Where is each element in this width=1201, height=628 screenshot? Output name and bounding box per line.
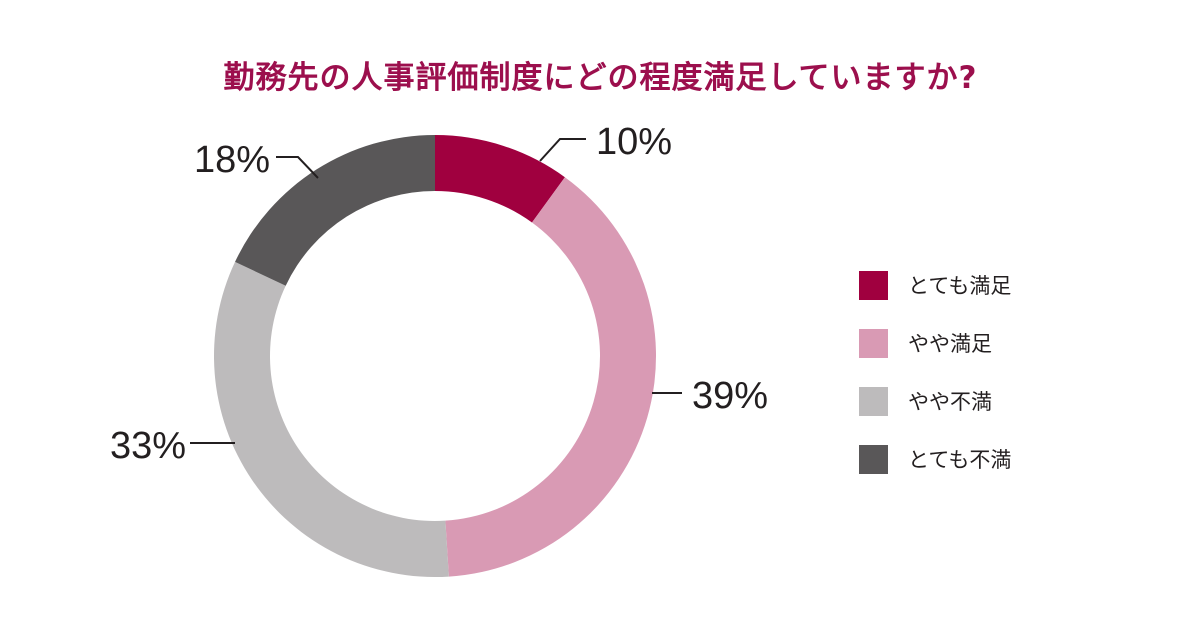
legend-swatch: [859, 444, 888, 474]
legend-label: とても満足: [908, 274, 1012, 298]
slice-very-dissatisfied: [235, 135, 435, 286]
legend-item-somewhat-satisfied: やや満足: [859, 314, 1159, 372]
slice-somewhat-dissatisfied: [213, 261, 449, 577]
label-very-satisfied: 10%: [596, 121, 672, 163]
label-somewhat-dissatisfied: 33%: [110, 425, 186, 467]
legend-swatch: [859, 386, 888, 416]
leader-lines: [190, 138, 682, 444]
legend: とても満足 やや満足 やや不満 とても不満: [859, 256, 1159, 488]
slice-very-satisfied: [435, 135, 565, 223]
chart-title: 勤務先の人事評価制度にどの程度満足していますか?: [223, 60, 978, 96]
slice-somewhat-satisfied: [445, 177, 657, 577]
label-somewhat-satisfied: 39%: [692, 375, 768, 417]
value-labels: 10% 39% 33% 18%: [110, 121, 768, 467]
legend-item-somewhat-dissatisfied: やや不満: [859, 372, 1159, 430]
label-very-dissatisfied: 18%: [194, 139, 270, 181]
legend-item-very-dissatisfied: とても不満: [859, 430, 1159, 488]
legend-label: やや不満: [908, 390, 992, 414]
legend-label: やや満足: [908, 332, 992, 356]
legend-item-very-satisfied: とても満足: [859, 256, 1159, 314]
leader-line: [539, 138, 586, 162]
legend-swatch: [859, 328, 888, 358]
legend-label: とても不満: [908, 448, 1012, 472]
donut-slices: [213, 135, 657, 577]
legend-swatch: [859, 270, 888, 300]
leader-line: [276, 156, 319, 179]
